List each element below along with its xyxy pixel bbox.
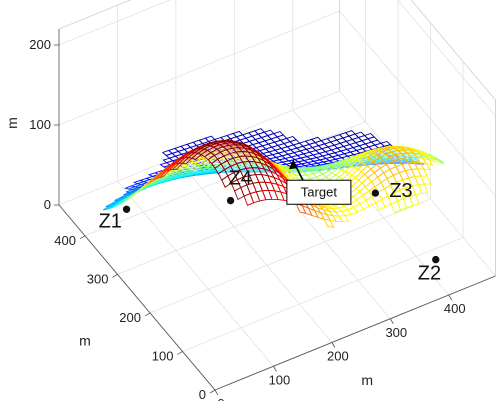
zone-marker bbox=[226, 196, 235, 205]
axes-box bbox=[58, 0, 496, 391]
x-tick-label: 100 bbox=[269, 372, 291, 387]
surface-cell bbox=[234, 186, 245, 201]
z-tick-label: 0 bbox=[44, 197, 51, 212]
y-tick-label: 0 bbox=[199, 387, 206, 401]
y-tick-label: 100 bbox=[152, 348, 174, 363]
surface-cell bbox=[191, 152, 203, 161]
zone-marker bbox=[122, 204, 131, 214]
z-axis-label: m bbox=[4, 117, 20, 129]
z-tick-label: 200 bbox=[29, 37, 51, 52]
zone-label: Z2 bbox=[418, 263, 441, 285]
surface-cell bbox=[390, 200, 402, 214]
zone-label: Z1 bbox=[99, 210, 122, 232]
terrain-surface bbox=[102, 128, 445, 229]
surface-cell bbox=[129, 189, 141, 199]
surface-cell bbox=[323, 218, 335, 229]
box-edge bbox=[58, 0, 132, 30]
x-axis-line bbox=[214, 275, 496, 391]
zone-marker bbox=[431, 255, 441, 264]
gridline bbox=[182, 237, 464, 352]
zone-marker bbox=[371, 188, 380, 198]
x-axis-label: m bbox=[361, 372, 373, 388]
surface-cell bbox=[158, 168, 171, 179]
surface-cell bbox=[375, 198, 386, 211]
y-tick-label: 400 bbox=[54, 233, 76, 248]
y-tick-mark bbox=[144, 312, 151, 317]
surface-cell bbox=[295, 202, 307, 215]
target-box bbox=[286, 179, 352, 205]
y-axis-label: m bbox=[79, 333, 91, 349]
gridline bbox=[397, 0, 496, 117]
x-tick-mark bbox=[448, 294, 453, 301]
y-tick-mark bbox=[79, 235, 86, 240]
y-axis-line bbox=[58, 204, 216, 391]
x-tick-label: 200 bbox=[327, 349, 349, 364]
zone-label: Z3 bbox=[389, 180, 412, 202]
axis-labels: m m m bbox=[4, 117, 373, 388]
x-tick-label: 300 bbox=[385, 325, 407, 340]
y-tick-mark bbox=[112, 274, 118, 278]
x-tick-label: 400 bbox=[444, 301, 466, 316]
y-tick-label: 300 bbox=[87, 271, 109, 286]
surface-cell bbox=[243, 193, 255, 206]
x-tick-mark bbox=[214, 389, 219, 396]
surface-cell bbox=[171, 162, 184, 170]
surface-cell bbox=[221, 175, 232, 188]
target-arrowhead bbox=[288, 160, 297, 170]
y-tick-mark bbox=[177, 351, 183, 355]
x-tick-mark bbox=[331, 342, 336, 348]
gridline bbox=[117, 160, 399, 275]
x-tick-label: 0 bbox=[217, 396, 224, 401]
y-tick-label: 200 bbox=[119, 310, 141, 325]
zone-label: Z4 bbox=[229, 168, 252, 190]
box-edge bbox=[410, 0, 496, 101]
gridline bbox=[58, 0, 171, 46]
zone-markers: Z1 Z2 Z3 Z4 Target bbox=[99, 159, 441, 285]
x-tick-mark bbox=[389, 318, 394, 324]
axis-ticks: 0 100 200 0 100 200 300 400 0 100 200 300 400 bbox=[29, 37, 465, 401]
gridline bbox=[117, 181, 274, 367]
x-tick-mark bbox=[273, 366, 277, 372]
y-tick-mark bbox=[209, 389, 216, 394]
target-label: Target bbox=[301, 184, 338, 199]
z-tick-label: 100 bbox=[29, 117, 51, 132]
surface-cell bbox=[181, 157, 193, 165]
gridline bbox=[84, 121, 366, 237]
gridline bbox=[149, 198, 431, 314]
